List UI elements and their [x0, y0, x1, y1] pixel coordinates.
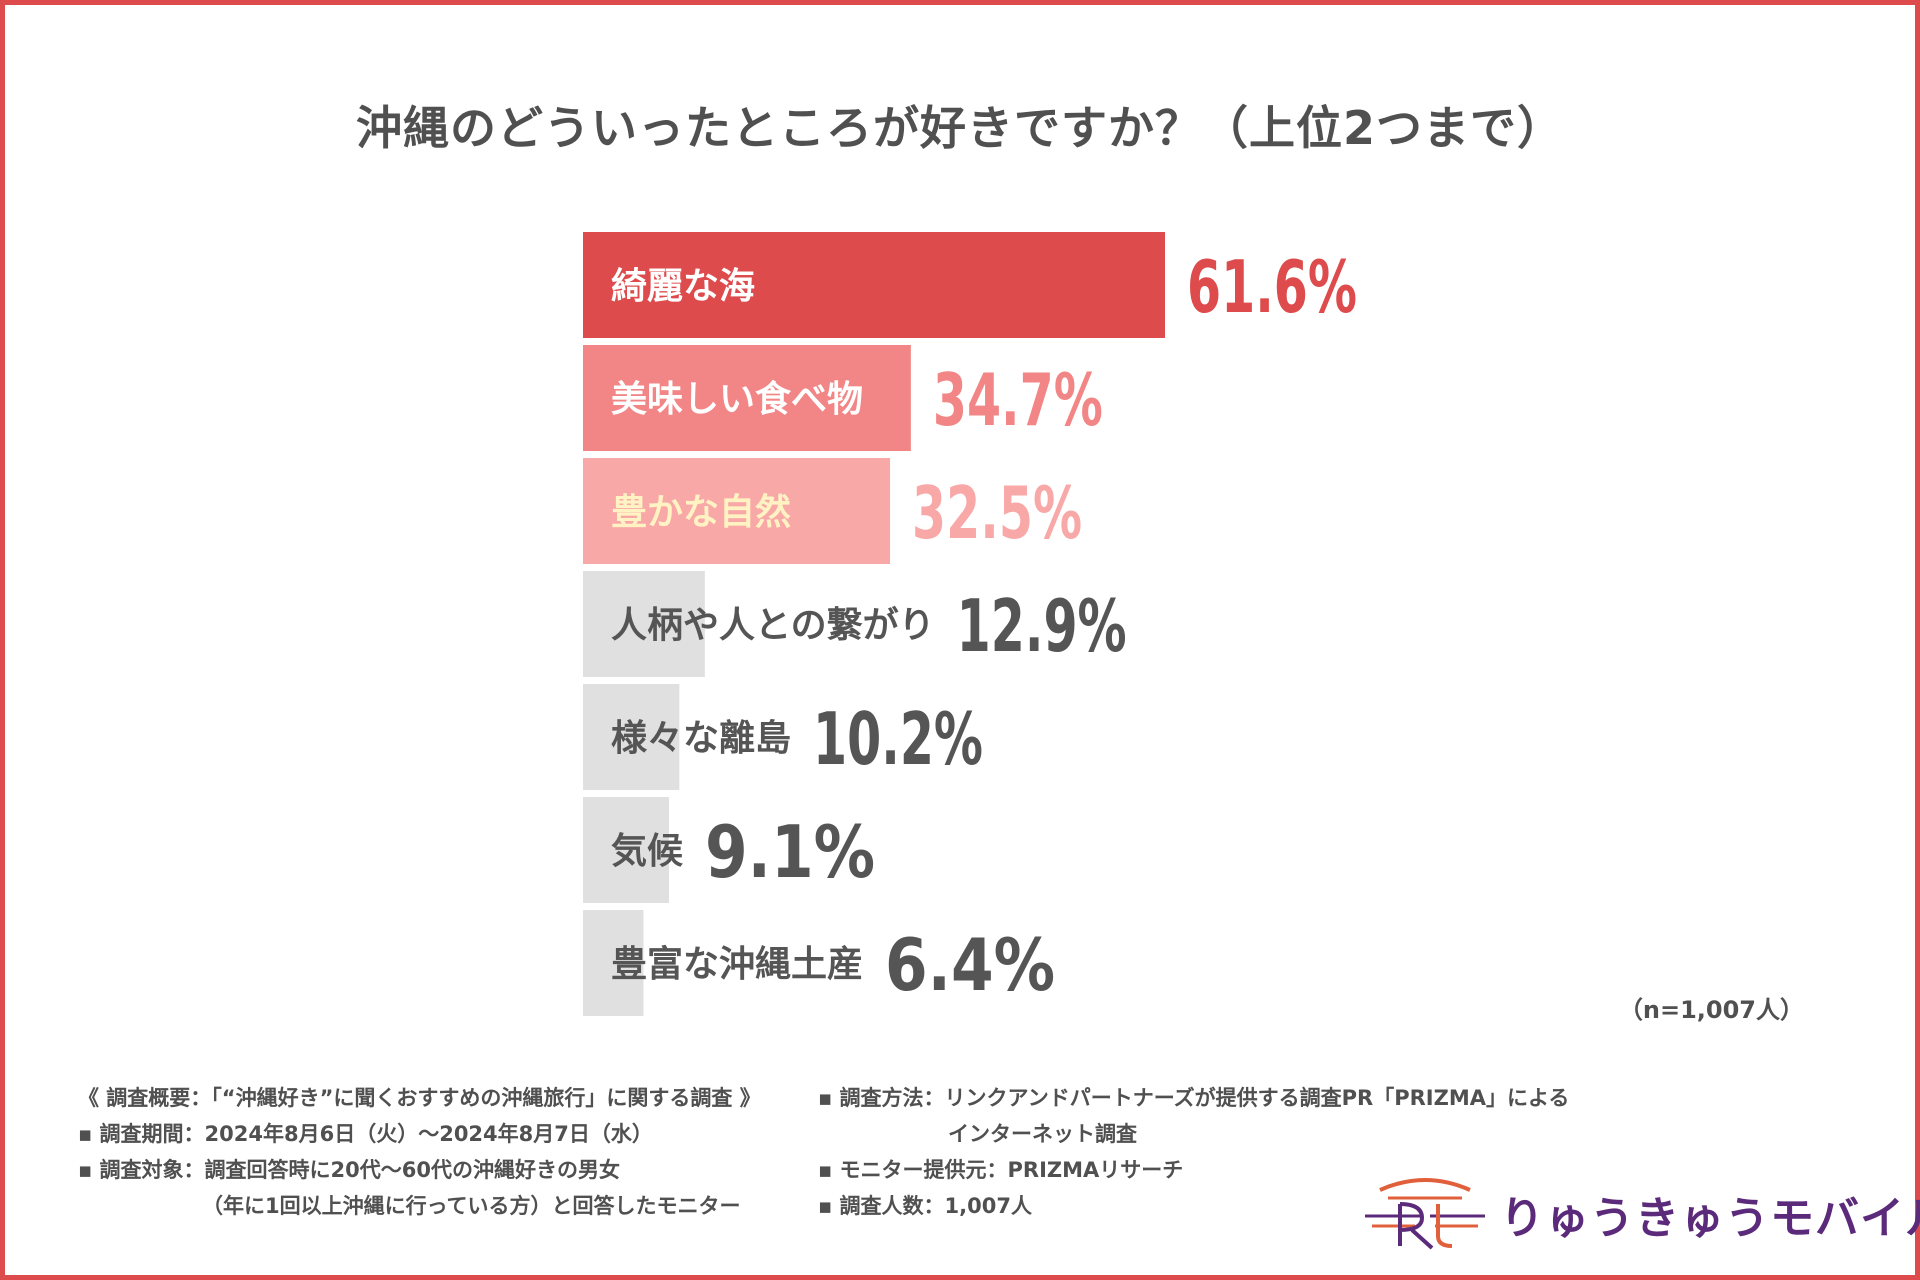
category-label-4: 様々な離島 — [611, 718, 791, 759]
chart-title: 沖縄のどういったところが好きですか？（上位2つまで） — [355, 101, 1564, 155]
bar-4 — [583, 684, 680, 790]
bar-2 — [583, 458, 891, 564]
bar-1 — [583, 345, 911, 451]
category-label-2: 豊かな自然 — [611, 491, 791, 533]
value-label-0: 61.6% — [1187, 245, 1357, 329]
value-label-2: 32.5% — [912, 471, 1082, 555]
bar-3 — [583, 571, 705, 677]
category-label-5: 気候 — [611, 831, 683, 872]
bar-6 — [583, 910, 644, 1016]
survey-method: ▪ 調査方法：リンクアンドパートナーズが提供する調査PR「PRIZMA」による — [818, 1086, 1570, 1110]
category-label-3: 人柄や人との繋がり — [611, 605, 935, 646]
survey-overview: 《 調査概要：「“沖縄好き”に聞くおすすめの沖縄旅行」に関する調査 》 — [78, 1086, 761, 1110]
survey-target: ▪ 調査対象：調査回答時に20代～60代の沖縄好きの男女 — [78, 1158, 620, 1182]
company-logo: りゅうきゅうモバイル — [1360, 1168, 1920, 1258]
value-label-3: 12.9% — [957, 584, 1127, 668]
sample-size-note: （n=1,007人） — [1618, 996, 1804, 1024]
logo-mark-icon — [1365, 1178, 1485, 1250]
value-label-1: 34.7% — [933, 358, 1103, 442]
survey-method-detail: インターネット調査 — [948, 1122, 1137, 1146]
logo-text: りゅうきゅうモバイル — [1500, 1193, 1920, 1244]
category-label-0: 綺麗な海 — [611, 266, 755, 307]
category-label-6: 豊富な沖縄土産 — [611, 943, 863, 985]
bar-0 — [583, 232, 1165, 338]
survey-notes-right: ▪ 調査方法：リンクアンドパートナーズが提供する調査PR「PRIZMA」による … — [818, 1080, 1569, 1224]
category-label-1: 美味しい食べ物 — [611, 379, 863, 420]
value-label-5: 9.1% — [705, 810, 875, 894]
survey-period: ▪ 調査期間：2024年8月6日（火）～2024年8月7日（水） — [78, 1122, 653, 1146]
monitor-provider: ▪ モニター提供元：PRIZMAリサーチ — [818, 1158, 1184, 1182]
value-label-4: 10.2% — [813, 697, 983, 781]
survey-notes-left: 《 調査概要：「“沖縄好き”に聞くおすすめの沖縄旅行」に関する調査 》 ▪ 調査… — [78, 1080, 761, 1224]
survey-count: ▪ 調査人数：1,007人 — [818, 1194, 1032, 1218]
bar-5 — [583, 797, 669, 903]
survey-target-detail: （年に1回以上沖縄に行っている方）と回答したモニター — [202, 1194, 741, 1218]
value-label-6: 6.4% — [885, 923, 1055, 1007]
